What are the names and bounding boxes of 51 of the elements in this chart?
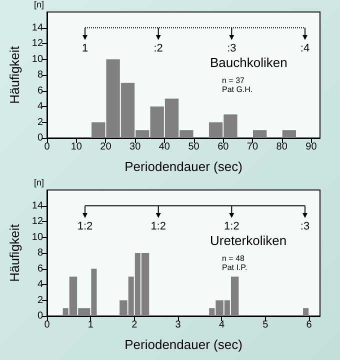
annotation: :4 xyxy=(300,42,310,54)
y-tick-label: 12 xyxy=(32,216,44,227)
x-tick-label: 3 xyxy=(175,320,182,330)
x-tick-label: 10 xyxy=(70,142,82,152)
y-axis-title: Häufigkeit xyxy=(7,224,22,282)
annotation: 1 xyxy=(82,42,88,54)
y-tick-label: 10 xyxy=(32,232,44,243)
y-tick-label: 6 xyxy=(37,263,44,274)
x-tick-label: 4 xyxy=(218,320,225,330)
y-tick-label: 6 xyxy=(37,85,44,96)
x-tick-label: 5 xyxy=(262,320,269,330)
x-tick-label: 0 xyxy=(44,320,50,330)
x-axis-title: Periodendauer (sec) xyxy=(124,337,242,352)
x-tick-label: 80 xyxy=(276,142,288,152)
annotation: :2 xyxy=(154,42,163,54)
text: n = 48 Pat I.P. xyxy=(222,254,248,272)
x-tick-label: 70 xyxy=(246,142,258,152)
annotation: :3 xyxy=(227,42,236,54)
x-tick-label: 1 xyxy=(88,320,94,330)
text: [n] xyxy=(34,0,44,10)
x-tick-label: 60 xyxy=(218,142,230,152)
annotation: :3 xyxy=(300,220,310,232)
x-tick-label: 0 xyxy=(44,142,50,152)
y-tick-label: 8 xyxy=(37,248,44,258)
y-tick-label: 10 xyxy=(32,54,44,65)
annotation: 1:2 xyxy=(224,220,240,232)
x-tick-label: 40 xyxy=(158,142,170,152)
x-tick-label: 30 xyxy=(130,142,142,152)
text: Bauchkoliken xyxy=(210,55,288,70)
x-tick-label: 90 xyxy=(306,142,318,152)
x-tick-label: 2 xyxy=(132,320,138,330)
annotation: 1:2 xyxy=(150,220,166,232)
x-axis-title: Periodendauer (sec) xyxy=(124,159,242,174)
text: [n] xyxy=(34,178,44,188)
y-axis-title: Häufigkeit xyxy=(7,46,22,104)
y-tick-label: 0 xyxy=(37,132,44,144)
y-tick-label: 14 xyxy=(32,200,44,212)
x-tick-label: 50 xyxy=(188,142,200,152)
y-tick-label: 8 xyxy=(37,70,44,80)
text: Ureterkoliken xyxy=(210,233,287,248)
y-tick-label: 12 xyxy=(32,38,44,49)
y-tick-label: 4 xyxy=(37,279,44,290)
y-tick-label: 2 xyxy=(37,116,44,128)
x-tick-label: 6 xyxy=(306,320,312,330)
y-tick-label: 4 xyxy=(37,101,44,112)
y-tick-label: 0 xyxy=(37,310,44,322)
annotation: 1:2 xyxy=(77,220,93,232)
text: n = 37 Pat G.H. xyxy=(222,76,253,94)
y-tick-label: 14 xyxy=(32,22,44,34)
x-tick-label: 20 xyxy=(100,142,112,152)
y-tick-label: 2 xyxy=(37,294,44,306)
